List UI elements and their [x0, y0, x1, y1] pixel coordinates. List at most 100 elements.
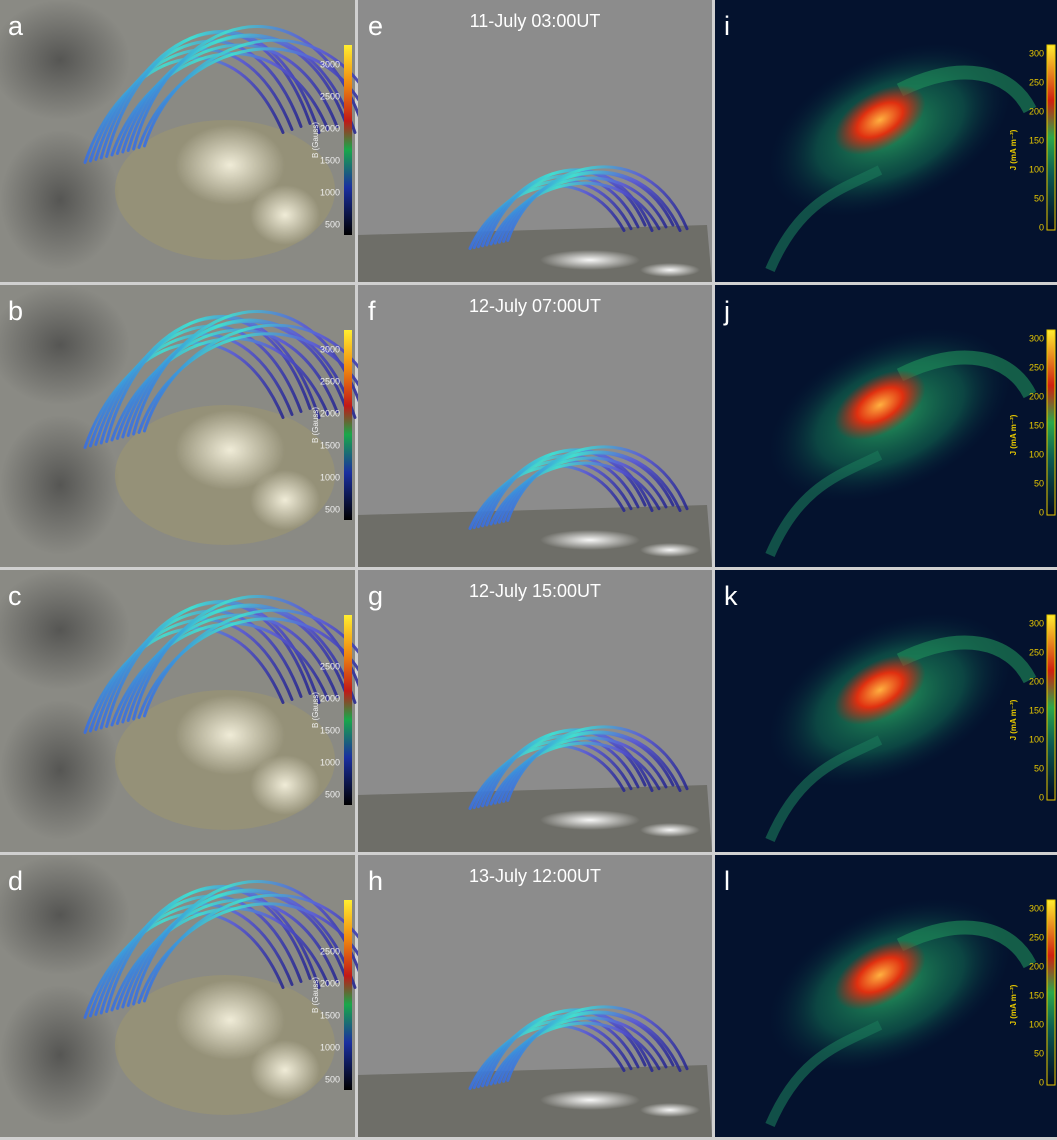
colorbar-tick-label: 1500	[320, 725, 340, 735]
field-line	[126, 603, 357, 722]
field-line	[493, 456, 668, 525]
plage	[540, 1090, 640, 1110]
dark-patch	[0, 415, 120, 555]
field-line	[115, 328, 339, 440]
dark-patch	[0, 700, 120, 840]
colorbar-label: B (Gauss)	[311, 407, 320, 443]
colorbar	[1046, 614, 1056, 801]
colorbar-tick-label: 300	[1029, 618, 1044, 628]
field-line	[126, 318, 357, 437]
colorbar-tick-label: 100	[1029, 1019, 1044, 1029]
colorbar-tick-label: 1500	[320, 440, 340, 450]
colorbar-label: J (mA m⁻²)	[1009, 129, 1018, 170]
field-line	[506, 445, 689, 522]
colorbar-tick-label: 1500	[320, 1010, 340, 1020]
colorbar-tick-label: 3000	[320, 344, 340, 354]
colorbar-tick-label: 500	[325, 219, 340, 229]
panel-letter: j	[723, 296, 730, 326]
colorbar	[1046, 899, 1056, 1086]
plage	[175, 695, 285, 775]
field-line	[476, 1014, 640, 1089]
colorbar	[344, 615, 352, 805]
field-line	[126, 888, 357, 1007]
field-line	[489, 741, 661, 806]
current-filament	[765, 735, 883, 842]
colorbar-tick-label: 300	[1029, 48, 1044, 58]
field-line	[506, 1005, 689, 1082]
colorbar-tick-label: 50	[1034, 193, 1044, 203]
colorbar-tick-label: 2500	[320, 376, 340, 386]
colorbar-tick-label: 1500	[320, 155, 340, 165]
colorbar-tick-label: 2000	[320, 978, 340, 988]
colorbar-tick-label: 200	[1029, 391, 1044, 401]
colorbar	[1046, 329, 1056, 516]
plage	[640, 263, 700, 277]
current-core	[834, 655, 926, 725]
field-line	[83, 626, 285, 734]
colorbar-label: J (mA m⁻²)	[1009, 414, 1018, 455]
plage	[250, 470, 320, 530]
field-line	[110, 52, 330, 157]
dark-patch	[0, 985, 120, 1125]
colorbar-tick-label: 0	[1039, 507, 1044, 517]
colorbar-tick-label: 250	[1029, 362, 1044, 372]
field-line	[472, 739, 633, 810]
field-line	[110, 337, 330, 442]
panel-letter: f	[368, 296, 376, 326]
dark-patch	[0, 285, 130, 405]
timestamp: 12-July 15:00UT	[469, 581, 601, 601]
plage	[540, 810, 640, 830]
plage	[540, 530, 640, 550]
colorbar	[344, 900, 352, 1090]
field-line	[493, 176, 668, 245]
colorbar-tick-label: 2000	[320, 408, 340, 418]
field-line	[142, 608, 384, 718]
colorbar-tick-label: 50	[1034, 478, 1044, 488]
photosphere-plane	[358, 1065, 712, 1137]
sunspot-glow	[115, 405, 335, 545]
photosphere-plane	[358, 505, 712, 567]
colorbar-tick-label: 100	[1029, 449, 1044, 459]
colorbar-tick-label: 2500	[320, 661, 340, 671]
field-line	[115, 43, 339, 155]
field-line	[472, 1019, 633, 1090]
sunspot-glow	[115, 690, 335, 830]
field-line	[506, 725, 689, 802]
dark-patch	[0, 130, 120, 270]
plage	[640, 543, 700, 557]
field-line	[83, 56, 285, 164]
field-line	[476, 454, 640, 529]
colorbar-label: B (Gauss)	[311, 122, 320, 158]
field-line	[476, 734, 640, 809]
current-filament	[765, 450, 883, 557]
plage	[250, 1040, 320, 1100]
field-line	[94, 609, 303, 731]
plage	[175, 410, 285, 490]
dark-patch	[0, 0, 130, 120]
colorbar-tick-label: 300	[1029, 903, 1044, 913]
current-filament	[765, 1020, 883, 1127]
colorbar-tick-label: 300	[1029, 333, 1044, 343]
field-line	[126, 33, 357, 152]
panel-letter: k	[724, 581, 738, 611]
current-filament	[765, 165, 883, 272]
colorbar-tick-label: 1000	[320, 472, 340, 482]
field-line	[493, 1016, 668, 1085]
panel-letter: a	[8, 11, 24, 41]
colorbar-tick-label: 2000	[320, 693, 340, 703]
field-line	[110, 622, 330, 727]
field-line	[142, 38, 384, 148]
colorbar-tick-label: 1000	[320, 187, 340, 197]
field-line	[502, 170, 682, 243]
field-line	[83, 341, 285, 449]
colorbar-tick-label: 500	[325, 1074, 340, 1084]
colorbar-label: J (mA m⁻²)	[1009, 699, 1018, 740]
colorbar-tick-label: 2500	[320, 946, 340, 956]
field-line	[506, 165, 689, 242]
colorbar-tick-label: 150	[1029, 705, 1044, 715]
colorbar-tick-label: 150	[1029, 135, 1044, 145]
